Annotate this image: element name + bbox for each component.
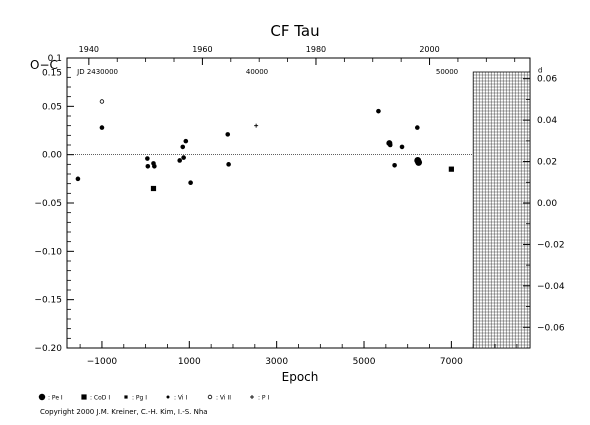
legend-marker-0 bbox=[38, 393, 46, 401]
data-point-pe-i bbox=[99, 125, 105, 130]
data-point-cod-i bbox=[448, 166, 454, 172]
data-points bbox=[75, 99, 454, 192]
x-tick-label: −1000 bbox=[87, 357, 118, 367]
data-point-pe-i bbox=[415, 158, 423, 166]
data-point-pe-i bbox=[177, 158, 182, 163]
right-unit-label: d bbox=[538, 67, 542, 75]
plot-frame bbox=[66, 57, 531, 349]
year-tick-label: 2000 bbox=[419, 45, 439, 54]
y-axis-label: O−C bbox=[30, 58, 58, 72]
legend-marker-3 bbox=[166, 395, 170, 399]
data-point-pe-i bbox=[399, 144, 405, 150]
data-point-pe-i bbox=[188, 180, 193, 185]
legend-marker-1 bbox=[81, 394, 87, 400]
legend-label: : P I bbox=[258, 395, 269, 402]
data-point-p-i bbox=[254, 123, 259, 128]
right-tick-label: 0.02 bbox=[537, 158, 557, 168]
year-tick-label: 1980 bbox=[306, 45, 326, 54]
data-point-pe-i bbox=[145, 156, 150, 161]
x-tick-label: 7000 bbox=[440, 357, 463, 367]
data-point-pe-i bbox=[387, 142, 393, 148]
y-tick-label: −0.10 bbox=[34, 247, 62, 257]
x-axis-label: Epoch bbox=[282, 370, 319, 384]
data-point-pe-i bbox=[181, 155, 186, 160]
right-tick-label: −0.02 bbox=[537, 240, 565, 250]
data-point-pe-i bbox=[226, 162, 231, 167]
data-point-pe-i bbox=[225, 132, 231, 137]
legend-marker-5 bbox=[250, 395, 254, 399]
year-tick-label: 1960 bbox=[192, 45, 212, 54]
data-point-pe-i bbox=[376, 108, 381, 114]
legend-label: : CoD I bbox=[90, 395, 110, 402]
legend-marker-4 bbox=[207, 394, 213, 400]
legend-label: : Vi I bbox=[174, 395, 187, 402]
y-tick-label: 0.00 bbox=[42, 151, 62, 161]
data-point-vi-ii bbox=[99, 99, 105, 104]
y-tick-label: −0.15 bbox=[34, 296, 62, 306]
y-tick-label: 0.05 bbox=[42, 102, 62, 112]
right-tick-label: −0.06 bbox=[537, 323, 565, 333]
future-grid-region bbox=[472, 71, 531, 349]
data-point-pe-i bbox=[75, 176, 81, 182]
data-point-pe-i bbox=[415, 125, 420, 130]
data-point-pe-i bbox=[392, 163, 397, 168]
chart-title: CF Tau bbox=[270, 22, 319, 40]
legend-marker-2 bbox=[124, 395, 128, 399]
data-point-cod-i bbox=[150, 185, 157, 192]
y-tick-label: 0.1 bbox=[48, 54, 62, 64]
right-tick-label: 0.06 bbox=[537, 75, 557, 85]
data-point-pe-i bbox=[152, 163, 157, 169]
right-tick-label: 0.00 bbox=[537, 199, 557, 209]
right-tick-label: −0.04 bbox=[537, 282, 565, 292]
year-tick-label: 1940 bbox=[79, 45, 99, 54]
x-tick-label: 1000 bbox=[178, 357, 201, 367]
copyright-text: Copyright 2000 J.M. Kreiner, C.-H. Kim, … bbox=[40, 408, 208, 416]
jd-label: 50000 bbox=[436, 68, 458, 76]
right-tick-label: 0.04 bbox=[537, 116, 557, 126]
axes: −1000 1000 3000 5000 7000 −0.20 −0.15 −0.10 −0.0… bbox=[34, 45, 564, 367]
y-tick-label: −0.05 bbox=[34, 199, 62, 209]
x-tick-label: 3000 bbox=[265, 357, 288, 367]
data-point-pe-i bbox=[183, 138, 189, 144]
data-point-pe-i bbox=[180, 144, 186, 150]
jd-label: 40000 bbox=[246, 68, 268, 76]
legend: : Pe I : CoD I : Pg I : Vi I : Vi II : P I bbox=[38, 393, 269, 402]
legend-label: : Pg I bbox=[132, 395, 147, 402]
legend-label: : Vi II bbox=[216, 395, 231, 402]
data-point-pe-i bbox=[145, 163, 151, 169]
x-tick-label: 5000 bbox=[353, 357, 376, 367]
legend-label: : Pe I bbox=[48, 395, 63, 402]
jd-label: JD 2430000 bbox=[76, 68, 118, 76]
y-tick-label-015: 0.15 bbox=[42, 69, 62, 79]
y-tick-label: −0.20 bbox=[34, 344, 62, 354]
